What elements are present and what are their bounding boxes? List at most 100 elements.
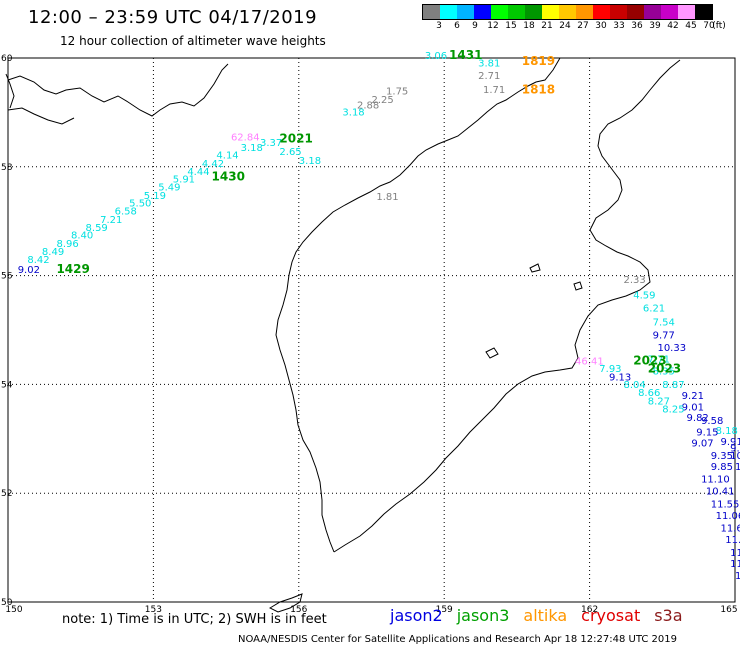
- wave-height-value: 62.84: [231, 133, 260, 144]
- legend-swatch: [610, 5, 627, 19]
- pass-time-label: 1431: [449, 48, 482, 62]
- wave-height-value: 6.21: [643, 304, 665, 315]
- legend-label: 24: [559, 21, 571, 31]
- lat-lon-grid: [7, 57, 736, 603]
- lat-tick-label: 52: [1, 489, 12, 499]
- map-subtitle: 12 hour collection of altimeter wave hei…: [60, 34, 326, 48]
- legend-swatch: [593, 5, 610, 19]
- legend-label: 70: [703, 21, 715, 31]
- wave-height-value: 11.10: [701, 474, 730, 485]
- wave-height-value: 2.25: [372, 95, 394, 106]
- legend-label: 27: [577, 21, 589, 31]
- wave-height-value: 11.55: [711, 499, 740, 510]
- wave-height-value: 1.75: [386, 86, 408, 97]
- legend-label: 39: [649, 21, 661, 31]
- satellite-name: cryosat: [581, 606, 641, 625]
- wave-height-value: 4.59: [633, 290, 655, 301]
- wave-height-value: 9.91: [720, 437, 740, 448]
- wave-height-value: 8.04: [624, 380, 646, 391]
- wave-height-value: 6.58: [115, 207, 137, 218]
- legend-label: 12: [487, 21, 499, 31]
- pass-time-label: 2023: [633, 353, 666, 367]
- wave-height-value: 7.21: [100, 215, 122, 226]
- legend-label: 45: [685, 21, 697, 31]
- pass-time-label: 1429: [56, 262, 89, 276]
- wave-height-value: 8.49: [42, 247, 64, 258]
- coastline-kamchatka: [333, 59, 681, 553]
- pass-time-label: 1818: [522, 82, 555, 96]
- wave-height-value: 8.18: [716, 426, 738, 437]
- legend-swatch: [491, 5, 508, 19]
- wave-height-value: 10.28: [735, 462, 740, 473]
- legend-label: 42: [667, 21, 679, 31]
- wave-height-value: 2.88: [357, 101, 379, 112]
- lon-tick-label: 150: [5, 605, 22, 615]
- legend-swatch: [627, 5, 644, 19]
- wave-height-value: 8.59: [86, 223, 108, 234]
- footer-credit: NOAA/NESDIS Center for Satellite Applica…: [238, 634, 677, 645]
- wave-height-value: 10.33: [657, 343, 686, 354]
- pass-time-label: 2023: [648, 361, 681, 375]
- wave-height-value: 10.73: [730, 451, 740, 462]
- legend-swatch: [440, 5, 457, 19]
- legend-label: 21: [541, 21, 553, 31]
- wave-height-value: 8.66: [638, 388, 660, 399]
- lon-tick-label: 159: [436, 605, 453, 615]
- wave-height-value: 9.58: [701, 416, 723, 427]
- satellite-legend: jason2 jason3 altika cryosat s3a: [390, 606, 697, 625]
- coastline-northwest: [7, 63, 229, 125]
- wave-height-value: 9.68: [730, 443, 740, 454]
- axis-labels: 150 153 156 159 162 165 60 58 56 54 52 50: [1, 54, 738, 615]
- wave-height-value: 7.71: [648, 355, 670, 366]
- satellite-name: s3a: [654, 606, 683, 625]
- wave-height-value: 8.42: [27, 255, 49, 266]
- pass-time-label: 1430: [212, 169, 245, 183]
- legend-label: 6: [454, 21, 460, 31]
- wave-height-value: 11.1: [725, 535, 740, 546]
- wave-height-value: 4.44: [187, 167, 209, 178]
- wave-height-value: 1.71: [483, 85, 505, 96]
- wave-height-value: 9.01: [682, 403, 704, 414]
- legend-swatch: [644, 5, 661, 19]
- wave-height-value: 3.81: [478, 59, 500, 70]
- lat-tick-label: 60: [1, 54, 13, 64]
- legend-swatch: [423, 5, 440, 19]
- legend-label: 3: [436, 21, 442, 31]
- wave-height-value: 7.54: [653, 318, 675, 329]
- legend-swatch: [695, 5, 712, 19]
- wave-height-value: 11.60: [720, 523, 740, 534]
- island-kuril: [268, 593, 303, 613]
- wave-height-value: 3.37: [260, 138, 282, 149]
- lat-tick-label: 56: [1, 272, 13, 282]
- pass-time-label: 1819: [522, 54, 555, 68]
- wave-height-value: 10.41: [706, 486, 735, 497]
- wave-height-value: 8.25: [662, 405, 684, 416]
- map-title: 12:00 – 23:59 UTC 04/17/2019: [28, 7, 318, 28]
- legend-color-bar: [422, 4, 713, 20]
- wave-height-value: 9.15: [696, 428, 718, 439]
- pass-time-labels: 143118191818202114301429202320231817: [56, 48, 740, 436]
- wave-height-value: 11.06: [716, 511, 740, 522]
- lat-tick-label: 58: [1, 163, 13, 173]
- lat-tick-label: 54: [1, 380, 13, 390]
- legend-swatch: [678, 5, 695, 19]
- wave-height-value: 46.41: [575, 356, 604, 367]
- legend-swatch: [661, 5, 678, 19]
- wave-height-value: 5.91: [173, 175, 195, 186]
- legend-label: 36: [631, 21, 643, 31]
- legend-swatch: [542, 5, 559, 19]
- wave-height-value: 9.21: [682, 391, 704, 402]
- wave-height-value: 5.50: [129, 199, 151, 210]
- legend-swatch: [457, 5, 474, 19]
- legend-swatch: [576, 5, 593, 19]
- legend-label: 9: [472, 21, 478, 31]
- footer-note: note: 1) Time is in UTC; 2) SWH is in fe…: [62, 612, 327, 627]
- wave-height-value: 8.96: [56, 239, 78, 250]
- legend-label: 18: [523, 21, 535, 31]
- wave-height-value: 9.77: [653, 331, 675, 342]
- wave-height-value: 4.42: [202, 159, 224, 170]
- wave-height-value: 3.18: [241, 143, 263, 154]
- satellite-name: jason2: [390, 606, 443, 625]
